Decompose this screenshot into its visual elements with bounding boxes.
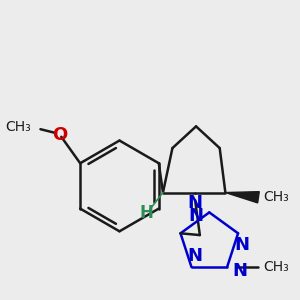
Text: CH₃: CH₃ xyxy=(5,120,31,134)
Text: N: N xyxy=(233,262,248,280)
Text: CH₃: CH₃ xyxy=(263,190,289,204)
Text: N: N xyxy=(234,236,249,254)
Text: N: N xyxy=(188,247,203,265)
Text: N: N xyxy=(189,207,204,225)
Text: H: H xyxy=(139,204,153,222)
Text: N: N xyxy=(188,194,202,212)
Text: O: O xyxy=(52,126,67,144)
Polygon shape xyxy=(225,192,259,203)
Text: CH₃: CH₃ xyxy=(263,260,289,274)
